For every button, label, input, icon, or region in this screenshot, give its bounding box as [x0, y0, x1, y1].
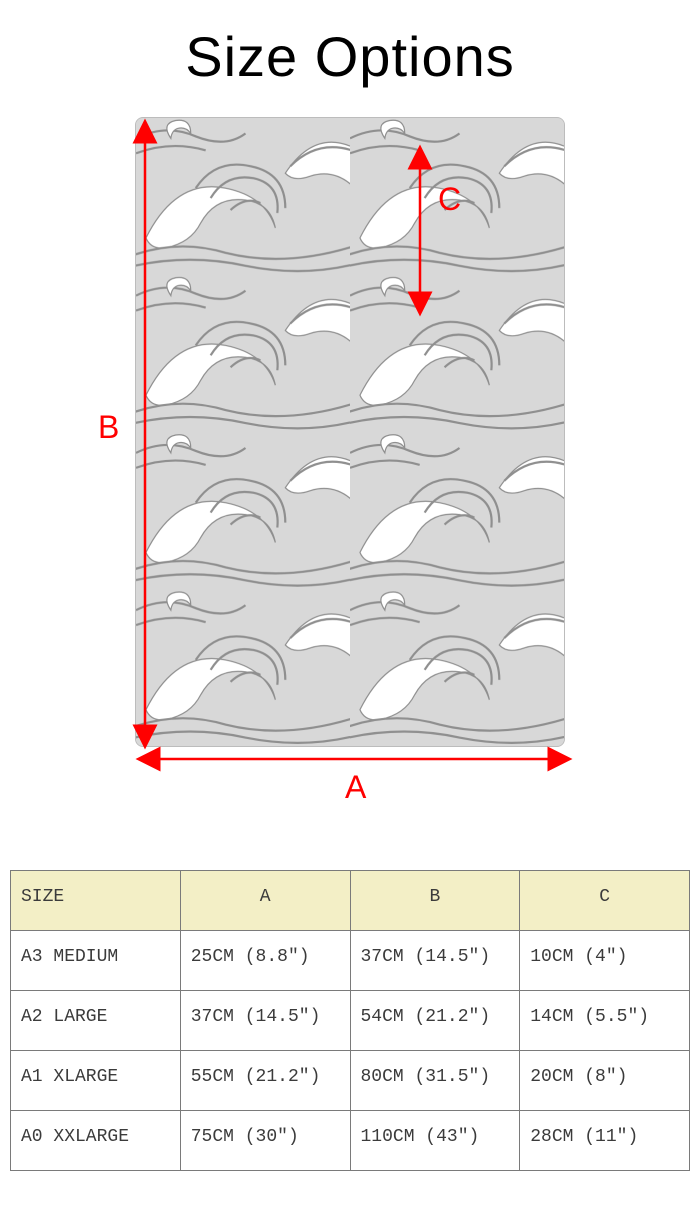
cell-size: A1 XLARGE	[11, 1051, 181, 1111]
cell-size: A3 MEDIUM	[11, 931, 181, 991]
size-diagram: B A C	[0, 109, 700, 839]
table-header-row: SIZE A B C	[11, 871, 690, 931]
cell-c: 14CM (5.5")	[520, 991, 690, 1051]
table-row: A2 LARGE 37CM (14.5") 54CM (21.2") 14CM …	[11, 991, 690, 1051]
cell-c: 10CM (4")	[520, 931, 690, 991]
cell-a: 37CM (14.5")	[180, 991, 350, 1051]
size-table-container: SIZE A B C A3 MEDIUM 25CM (8.8") 37CM (1…	[10, 870, 690, 1171]
table-row: A3 MEDIUM 25CM (8.8") 37CM (14.5") 10CM …	[11, 931, 690, 991]
cell-size: A0 XXLARGE	[11, 1111, 181, 1171]
size-table: SIZE A B C A3 MEDIUM 25CM (8.8") 37CM (1…	[10, 870, 690, 1171]
cell-b: 80CM (31.5")	[350, 1051, 520, 1111]
cell-b: 37CM (14.5")	[350, 931, 520, 991]
col-c: C	[520, 871, 690, 931]
label-b: B	[98, 409, 119, 446]
col-b: B	[350, 871, 520, 931]
page-title: Size Options	[0, 0, 700, 109]
col-a: A	[180, 871, 350, 931]
table-row: A1 XLARGE 55CM (21.2") 80CM (31.5") 20CM…	[11, 1051, 690, 1111]
wave-pattern	[136, 118, 564, 746]
cell-b: 54CM (21.2")	[350, 991, 520, 1051]
stencil-preview	[135, 117, 565, 747]
cell-c: 20CM (8")	[520, 1051, 690, 1111]
cell-a: 55CM (21.2")	[180, 1051, 350, 1111]
cell-c: 28CM (11")	[520, 1111, 690, 1171]
label-c: C	[438, 181, 461, 218]
table-row: A0 XXLARGE 75CM (30") 110CM (43") 28CM (…	[11, 1111, 690, 1171]
cell-a: 75CM (30")	[180, 1111, 350, 1171]
cell-a: 25CM (8.8")	[180, 931, 350, 991]
cell-size: A2 LARGE	[11, 991, 181, 1051]
label-a: A	[345, 769, 366, 806]
cell-b: 110CM (43")	[350, 1111, 520, 1171]
col-size: SIZE	[11, 871, 181, 931]
